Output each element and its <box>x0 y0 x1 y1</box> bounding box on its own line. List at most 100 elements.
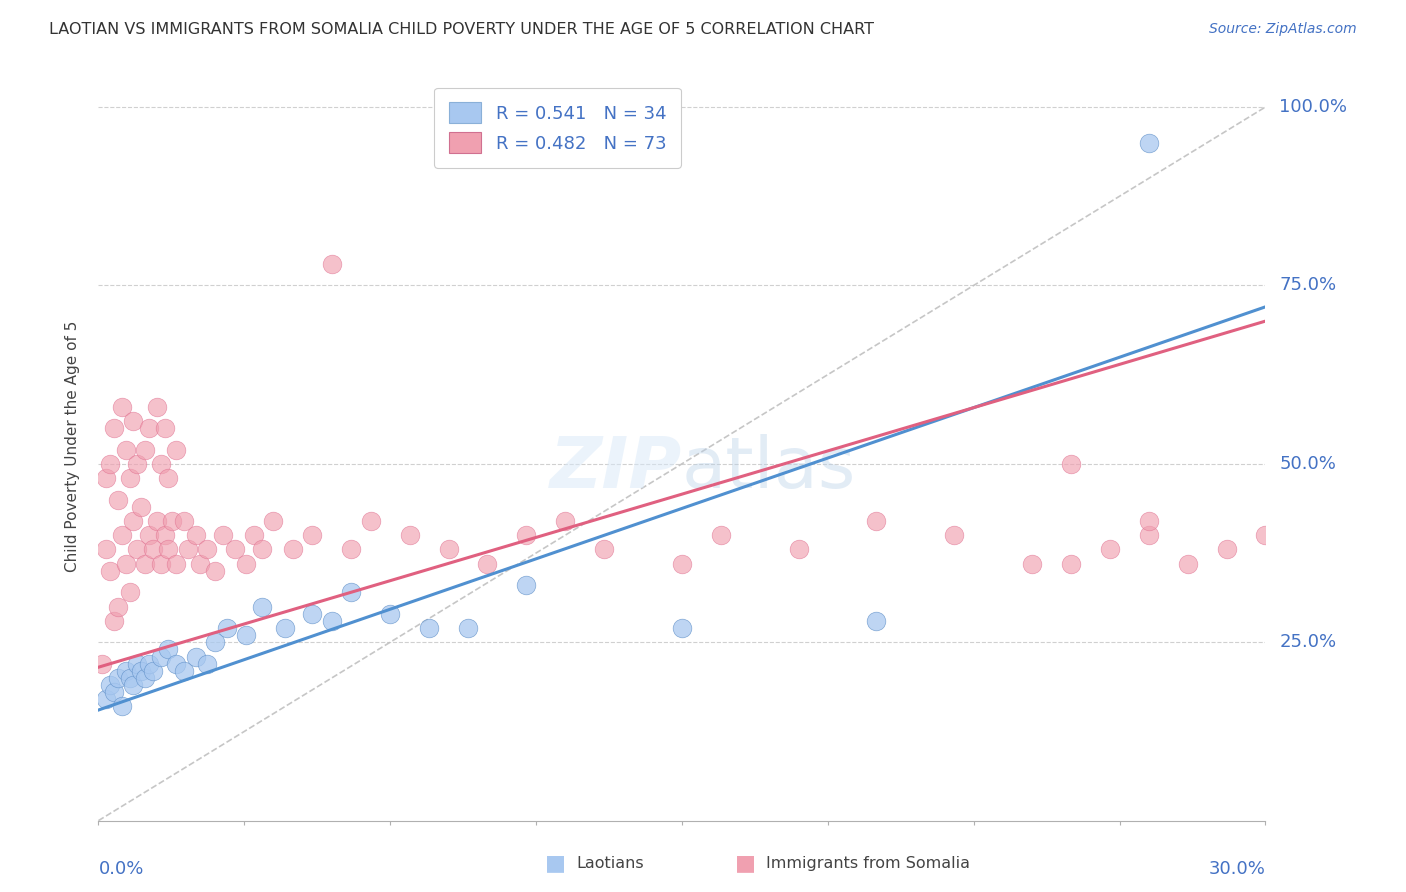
Point <box>96 471 118 485</box>
Point <box>340 542 363 557</box>
Point <box>107 599 129 614</box>
Point <box>103 421 125 435</box>
Point <box>593 542 616 557</box>
Point <box>142 542 165 557</box>
Point <box>515 528 537 542</box>
Point <box>98 678 121 692</box>
Point <box>787 542 810 557</box>
Point <box>149 557 172 571</box>
Point <box>195 542 218 557</box>
Point <box>710 528 733 542</box>
Point <box>138 657 160 671</box>
Point <box>134 557 156 571</box>
Point <box>204 635 226 649</box>
Y-axis label: Child Poverty Under the Age of 5: Child Poverty Under the Age of 5 <box>65 320 80 572</box>
Text: 100.0%: 100.0% <box>1279 98 1347 116</box>
Point <box>943 528 966 542</box>
Text: 25.0%: 25.0% <box>1279 633 1337 651</box>
Point <box>671 557 693 571</box>
Point <box>138 421 160 435</box>
Point <box>554 514 576 528</box>
Point <box>142 664 165 678</box>
Point <box>340 585 363 599</box>
Point <box>157 471 180 485</box>
Point <box>1060 557 1083 571</box>
Text: 30.0%: 30.0% <box>1209 860 1265 878</box>
Point <box>103 685 125 699</box>
Point <box>301 607 323 621</box>
Point <box>111 400 134 414</box>
Point <box>1137 528 1160 542</box>
Text: atlas: atlas <box>682 434 856 503</box>
Point <box>134 671 156 685</box>
Point <box>301 528 323 542</box>
Point <box>173 664 195 678</box>
Point <box>398 528 420 542</box>
Text: 0.0%: 0.0% <box>98 860 143 878</box>
Point <box>118 585 141 599</box>
Text: LAOTIAN VS IMMIGRANTS FROM SOMALIA CHILD POVERTY UNDER THE AGE OF 5 CORRELATION : LAOTIAN VS IMMIGRANTS FROM SOMALIA CHILD… <box>49 22 875 37</box>
Point <box>321 257 343 271</box>
Point <box>103 614 125 628</box>
Point <box>865 614 887 628</box>
Point <box>127 457 149 471</box>
Point <box>243 528 266 542</box>
Point <box>114 442 136 457</box>
Point <box>671 621 693 635</box>
Point <box>360 514 382 528</box>
Point <box>146 514 169 528</box>
Point <box>204 564 226 578</box>
Point <box>1254 528 1277 542</box>
Point <box>138 528 160 542</box>
Point <box>157 642 180 657</box>
Point <box>91 657 114 671</box>
Text: Laotians: Laotians <box>576 856 644 871</box>
Point <box>235 557 257 571</box>
Point <box>149 457 172 471</box>
Legend: R = 0.541   N = 34, R = 0.482   N = 73: R = 0.541 N = 34, R = 0.482 N = 73 <box>434 88 681 168</box>
Point <box>129 664 152 678</box>
Point <box>111 699 134 714</box>
Point <box>224 542 246 557</box>
Point <box>153 421 176 435</box>
Point <box>418 621 440 635</box>
Point <box>129 500 152 514</box>
Point <box>134 442 156 457</box>
Point <box>122 678 145 692</box>
Point <box>1137 136 1160 150</box>
Text: 50.0%: 50.0% <box>1279 455 1336 473</box>
Point <box>281 542 304 557</box>
Point <box>177 542 200 557</box>
Point <box>1215 542 1237 557</box>
Point <box>215 621 238 635</box>
Point <box>114 664 136 678</box>
Point <box>1177 557 1199 571</box>
Point <box>184 649 207 664</box>
Point <box>127 542 149 557</box>
Text: ■: ■ <box>546 854 565 873</box>
Point <box>118 471 141 485</box>
Point <box>865 514 887 528</box>
Point <box>96 692 118 706</box>
Point <box>111 528 134 542</box>
Point <box>107 671 129 685</box>
Point <box>1060 457 1083 471</box>
Point <box>149 649 172 664</box>
Point <box>157 542 180 557</box>
Point <box>380 607 402 621</box>
Point <box>250 599 273 614</box>
Point <box>457 621 479 635</box>
Point <box>165 442 187 457</box>
Point <box>153 528 176 542</box>
Point <box>173 514 195 528</box>
Point <box>98 457 121 471</box>
Point <box>165 657 187 671</box>
Point <box>184 528 207 542</box>
Text: Source: ZipAtlas.com: Source: ZipAtlas.com <box>1209 22 1357 37</box>
Point <box>107 492 129 507</box>
Point <box>321 614 343 628</box>
Point <box>235 628 257 642</box>
Point <box>127 657 149 671</box>
Point <box>162 514 184 528</box>
Text: ■: ■ <box>735 854 755 873</box>
